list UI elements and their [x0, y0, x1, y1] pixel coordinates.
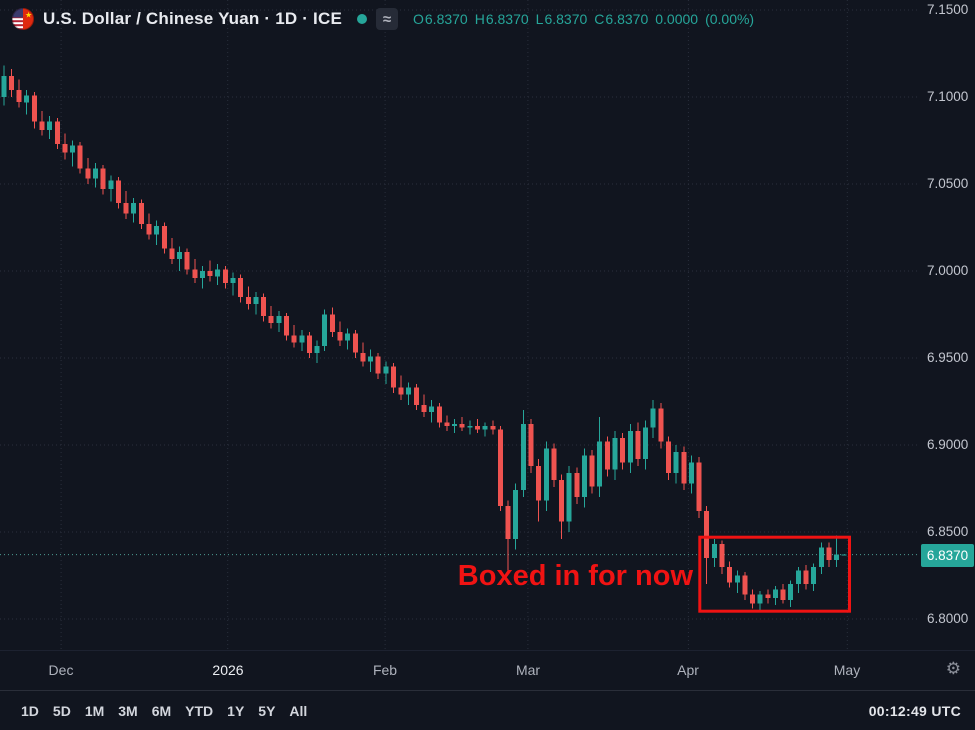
current-price-label: 6.8370 [921, 544, 974, 567]
open-value: 6.8370 [424, 11, 468, 27]
time-label-may: May [833, 662, 861, 678]
symbol-title[interactable]: U.S. Dollar / Chinese Yuan · 1D · ICE [43, 9, 342, 28]
range-button-1d[interactable]: 1D [21, 702, 39, 719]
candlestick-series [1, 65, 847, 611]
time-label-dec: Dec [48, 662, 74, 678]
change-value: 0.0000 [655, 11, 699, 27]
candlestick-chart[interactable] [0, 0, 920, 650]
annotation-text[interactable]: Boxed in for now [457, 560, 693, 592]
price-tick-label: 7.0500 [927, 176, 969, 191]
range-button-1y[interactable]: 1Y [227, 702, 245, 719]
low-label: L [535, 11, 544, 27]
market-status-dot-icon [357, 14, 367, 24]
svg-text:★: ★ [25, 11, 32, 20]
symbol-legend: ★ U.S. Dollar / Chinese Yuan · 1D · ICE … [12, 8, 754, 30]
range-button-1m[interactable]: 1M [84, 702, 105, 719]
price-tick-label: 6.9500 [927, 350, 969, 365]
range-button-all[interactable]: All [289, 702, 308, 719]
ohlc-values: O 6.8370 H 6.8370 L 6.8370 C 6.8370 0.0000 (… [413, 11, 754, 27]
range-button-6m[interactable]: 6M [151, 702, 172, 719]
price-tick-label: 6.9000 [927, 437, 969, 452]
low-value: 6.8370 [544, 11, 588, 27]
high-label: H [474, 11, 485, 27]
usdcny-pair-flag-icon: ★ [12, 8, 34, 30]
utc-clock[interactable]: 00:12:49 UTC [868, 702, 961, 719]
bottom-toolbar: 1D 5D 1M 3M 6M YTD 1Y 5Y All 00:12:49 UTC [0, 690, 975, 730]
price-tick-label: 7.1000 [927, 89, 969, 104]
time-label-apr: Apr [677, 662, 699, 678]
high-value: 6.8370 [485, 11, 529, 27]
price-axis[interactable]: 6.8370 7.1500 7.1000 7.0500 7.0000 6.9500 6.9… [920, 0, 975, 650]
range-button-5d[interactable]: 5D [52, 702, 71, 719]
time-label-2026: 2026 [212, 662, 244, 678]
range-button-ytd[interactable]: YTD [185, 702, 214, 719]
time-label-feb: Feb [372, 662, 398, 678]
close-label: C [594, 11, 605, 27]
time-axis[interactable]: ⚙ Dec 2026 Feb Mar Apr May [0, 650, 975, 691]
chart-pane[interactable]: ★ U.S. Dollar / Chinese Yuan · 1D · ICE … [0, 0, 920, 650]
close-value: 6.8370 [605, 11, 649, 27]
gear-icon[interactable]: ⚙ [945, 659, 961, 678]
range-button-3m[interactable]: 3M [118, 702, 138, 719]
annotation-box[interactable] [698, 535, 851, 613]
price-tick-label: 7.0000 [927, 263, 969, 278]
time-label-mar: Mar [515, 662, 541, 678]
price-tick-label: 6.8500 [927, 524, 969, 539]
change-percent: (0.00%) [705, 11, 755, 27]
open-label: O [413, 11, 424, 27]
range-button-5y[interactable]: 5Y [258, 702, 276, 719]
approx-data-badge-icon[interactable]: ≈ [376, 8, 398, 30]
price-tick-label: 6.8000 [927, 611, 969, 626]
price-tick-label: 7.1500 [927, 2, 969, 17]
